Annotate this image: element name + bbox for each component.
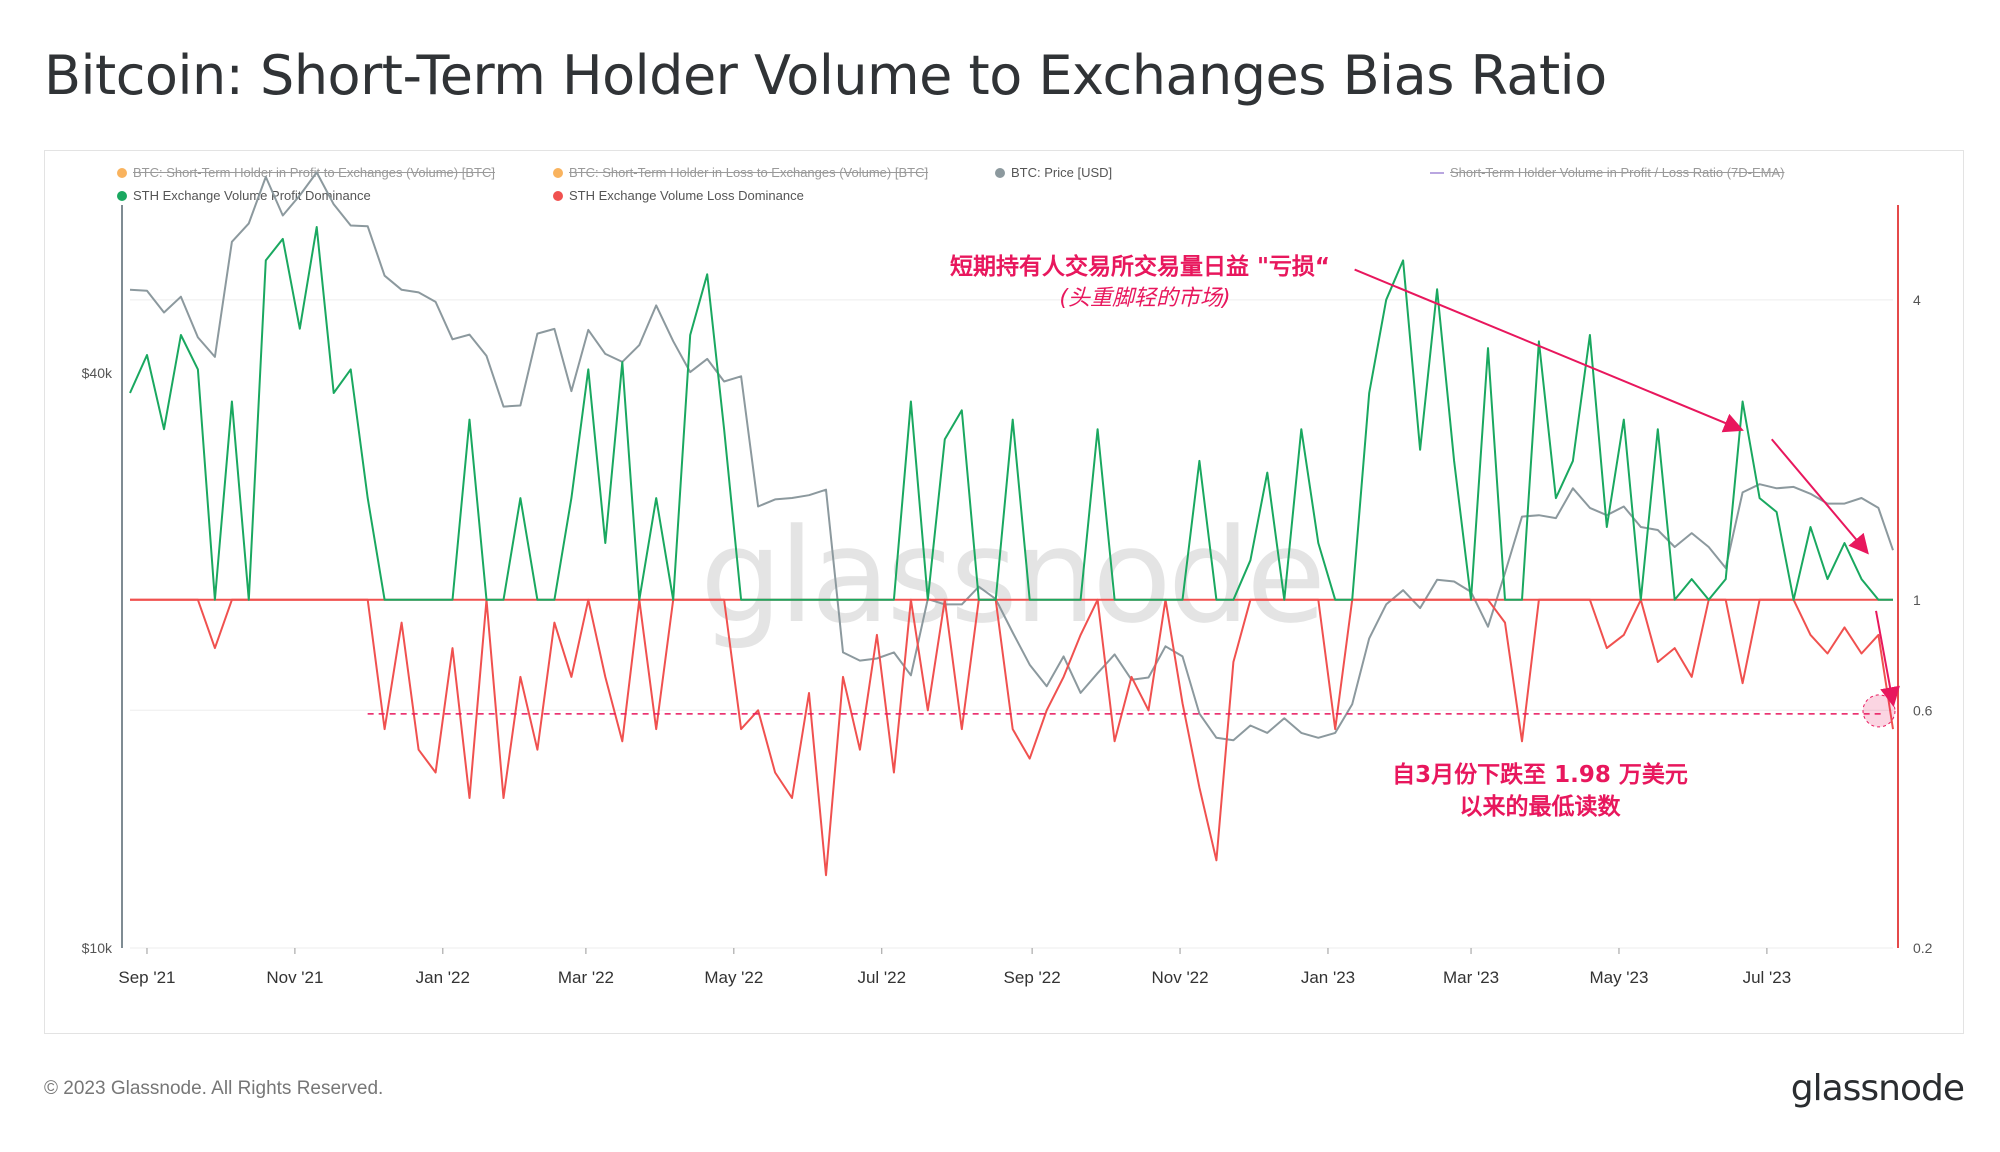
chart-frame: BTC: Short-Term Holder in Profit to Exch… — [44, 150, 1964, 1034]
left-tick-label: $10k — [82, 940, 113, 956]
x-tick-label: Jul '23 — [1743, 968, 1792, 987]
legend-item-btc-price[interactable]: BTC: Price [USD] — [995, 165, 1112, 180]
x-tick-label: Jan '22 — [416, 968, 470, 987]
legend-dot-icon — [117, 167, 127, 178]
legend: BTC: Short-Term Holder in Profit to Exch… — [45, 151, 1965, 211]
legend-item-loss-dominance[interactable]: STH Exchange Volume Loss Dominance — [553, 188, 804, 203]
x-tick-label: May '23 — [1589, 968, 1648, 987]
x-tick-label: Nov '21 — [266, 968, 323, 987]
left-tick-label: $40k — [82, 365, 113, 381]
legend-item-sth-loss-volume[interactable]: BTC: Short-Term Holder in Loss to Exchan… — [553, 165, 928, 180]
page-title: Bitcoin: Short-Term Holder Volume to Exc… — [44, 44, 1607, 107]
profit-dominance-line — [129, 226, 1893, 601]
legend-item-profit-loss-ratio[interactable]: Short-Term Holder Volume in Profit / Los… — [1430, 165, 1785, 180]
annotation-top-sub: (头重脚轻的市场) — [1059, 286, 1231, 311]
right-tick-label: 0.2 — [1913, 940, 1933, 956]
x-tick-label: Nov '22 — [1151, 968, 1208, 987]
right-tick-label: 0.6 — [1913, 702, 1933, 718]
right-tick-label: 1 — [1913, 592, 1921, 608]
trend-arrow — [1770, 438, 1869, 555]
right-tick-label: 4 — [1913, 292, 1921, 308]
legend-dot-icon — [995, 167, 1005, 178]
legend-line-icon — [1430, 171, 1444, 174]
glassnode-logo: glassnode — [1790, 1068, 1965, 1109]
loss-dominance-line — [130, 598, 1894, 877]
legend-dot-icon — [553, 167, 563, 178]
legend-item-profit-dominance[interactable]: STH Exchange Volume Profit Dominance — [117, 188, 371, 203]
annotation-bottom-line2: 以来的最低读数 — [1459, 794, 1621, 820]
x-tick-label: Mar '23 — [1443, 968, 1499, 987]
trend-arrow — [1354, 268, 1744, 433]
x-tick-label: Jan '23 — [1301, 968, 1355, 987]
trend-arrow — [1875, 610, 1900, 708]
x-tick-label: Jul '22 — [857, 968, 906, 987]
legend-item-sth-profit-volume[interactable]: BTC: Short-Term Holder in Profit to Exch… — [117, 165, 495, 180]
btc-price-line — [129, 171, 1894, 742]
x-tick-label: May '22 — [704, 968, 763, 987]
copyright: © 2023 Glassnode. All Rights Reserved. — [44, 1078, 384, 1099]
x-tick-label: Sep '21 — [118, 968, 175, 987]
annotation-top-main: 短期持有人交易所交易量日益 "亏损“ — [949, 254, 1331, 280]
legend-dot-icon — [553, 190, 563, 201]
legend-dot-icon — [117, 190, 127, 201]
x-tick-label: Sep '22 — [1004, 968, 1061, 987]
annotation-bottom-line1: 自3月份下跌至 1.98 万美元 — [1392, 762, 1688, 788]
low-point-marker — [1862, 694, 1896, 728]
x-tick-label: Mar '22 — [558, 968, 614, 987]
